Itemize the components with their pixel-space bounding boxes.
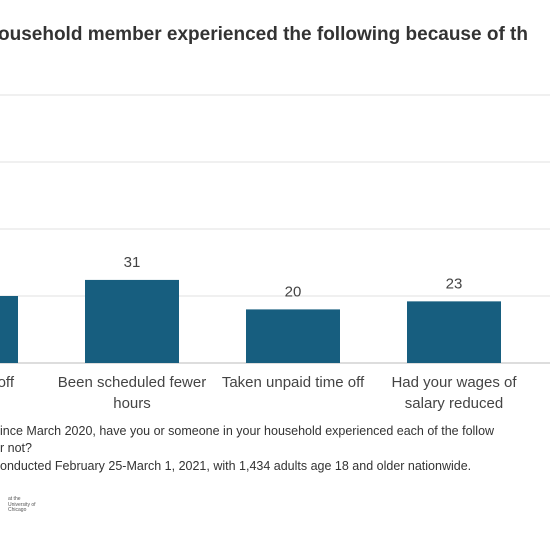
- bar: [246, 309, 340, 363]
- value-label: 23: [446, 275, 463, 292]
- x-tick-label: Had your wages of salary reduced: [391, 374, 517, 412]
- value-label: 20: [285, 283, 302, 300]
- note: ince March 2020, have you or someone in …: [0, 424, 495, 438]
- bar: [85, 279, 179, 363]
- note: r not?: [0, 441, 32, 455]
- note: onducted February 25-March 1, 2021, with…: [0, 459, 472, 473]
- bar: [407, 301, 501, 363]
- logo-text: at the University of Chicago: [8, 496, 36, 513]
- x-tick-label: off: [0, 374, 14, 391]
- x-tick-label: Been scheduled fewer hours: [57, 374, 207, 412]
- bar: [0, 296, 18, 363]
- chart-title: ousehold member experienced the followin…: [0, 24, 528, 45]
- value-label: 31: [124, 254, 141, 271]
- x-tick-label: Taken unpaid time off: [221, 374, 365, 391]
